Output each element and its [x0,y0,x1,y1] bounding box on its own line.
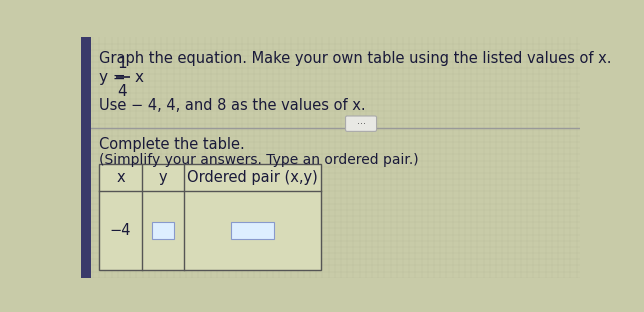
Bar [152,222,174,239]
Bar [99,164,321,270]
Text: 1: 1 [118,56,127,71]
Text: x: x [116,170,125,185]
Text: (Simplify your answers. Type an ordered pair.): (Simplify your answers. Type an ordered … [99,153,419,167]
Text: −4: −4 [109,223,131,238]
Text: Use − 4, 4, and 8 as the values of x.: Use − 4, 4, and 8 as the values of x. [99,98,366,113]
Text: Ordered pair (x,y): Ordered pair (x,y) [187,170,318,185]
Text: ···: ··· [357,119,366,129]
Text: x: x [135,70,144,85]
Text: Graph the equation. Make your own table using the listed values of x.: Graph the equation. Make your own table … [99,51,612,66]
Text: Complete the table.: Complete the table. [99,137,245,152]
Text: y: y [158,170,167,185]
Text: 4: 4 [118,84,127,99]
FancyBboxPatch shape [346,116,377,131]
Text: y =: y = [99,70,126,85]
Bar [231,222,274,239]
Bar [80,37,91,278]
